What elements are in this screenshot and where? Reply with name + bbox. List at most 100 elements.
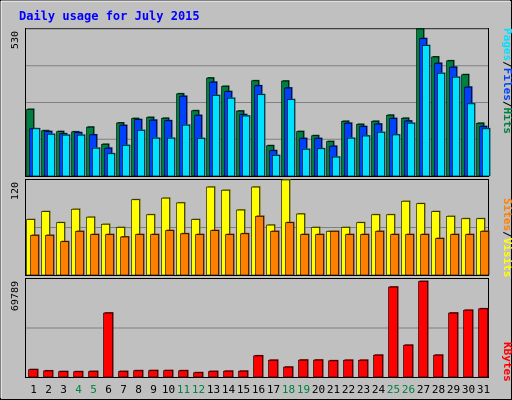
- bar-pages-day-9: [152, 137, 161, 177]
- bar-kbytes-day-21-face: [328, 360, 338, 378]
- bar-kbytes-day-16: [253, 354, 264, 378]
- bar-sites-day-20: [315, 233, 325, 276]
- bar-pages-day-5-face: [92, 147, 100, 177]
- bar-kbytes-day-8: [133, 369, 144, 378]
- bar-sites-day-24: [375, 230, 385, 276]
- bar-pages-day-24-face: [377, 132, 385, 177]
- bar-pages-day-12-face: [197, 138, 205, 177]
- bar-kbytes-day-12: [193, 371, 204, 378]
- bar-pages-day-5: [92, 147, 101, 177]
- bar-sites-day-22-face: [345, 234, 354, 276]
- bar-sites-day-7-face: [120, 236, 129, 276]
- bar-pages-day-3-face: [62, 134, 70, 177]
- bar-pages-day-4: [77, 134, 86, 177]
- bar-sites-day-20-face: [315, 234, 324, 276]
- bar-sites-day-14-face: [225, 234, 234, 276]
- bar-sites-day-15: [240, 232, 250, 276]
- bar-kbytes-day-3-face: [58, 371, 68, 378]
- x-tick-label-day-7: 7: [120, 383, 127, 396]
- legend-hits: Hits: [501, 108, 512, 135]
- bar-sites-day-6: [105, 233, 115, 276]
- legend-separator: /: [501, 61, 512, 68]
- bar-pages-day-23: [362, 135, 371, 177]
- bar-sites-day-28: [435, 237, 445, 276]
- bar-sites-day-18: [285, 221, 295, 276]
- bar-pages-day-25-face: [392, 134, 400, 177]
- legend-sites-visits: Sites/Visits: [501, 198, 512, 278]
- bar-sites-day-12: [195, 233, 205, 276]
- bar-kbytes-day-11: [178, 369, 189, 378]
- bar-sites-day-27-face: [420, 234, 429, 276]
- bar-sites-day-4-face: [75, 231, 84, 276]
- bar-pages-day-27-face: [422, 45, 430, 177]
- bar-pages-day-1-face: [32, 128, 40, 177]
- bar-kbytes-day-5: [88, 370, 99, 378]
- x-tick-label-day-24: 24: [372, 383, 386, 396]
- bar-kbytes-day-13: [208, 370, 219, 378]
- bar-kbytes-day-2: [43, 369, 54, 378]
- bar-sites-day-7: [120, 236, 130, 276]
- legend-kbytes: KBytes: [501, 342, 512, 382]
- bar-pages-day-31-face: [482, 128, 490, 177]
- x-tick-label-day-18: 18: [282, 383, 295, 396]
- bar-kbytes-day-26: [403, 344, 414, 378]
- bar-sites-day-21: [330, 230, 340, 276]
- bar-pages-day-7: [122, 144, 131, 177]
- x-tick-label-day-3: 3: [60, 383, 67, 396]
- x-axis-labels: 1 2 3 4 5 6 7 8 9 10 11 12 13 14 15 16 17 18 19 20 21 22 23 24 2…: [30, 383, 490, 396]
- bar-pages-day-2-face: [47, 134, 55, 177]
- bar-sites-day-3-face: [60, 241, 69, 276]
- bar-kbytes-day-25: [388, 286, 399, 378]
- bar-kbytes-day-7-face: [118, 371, 128, 378]
- bar-kbytes-day-4-face: [73, 371, 83, 378]
- bar-kbytes-day-30-face: [463, 309, 473, 378]
- bar-kbytes-day-7: [118, 370, 129, 378]
- bar-sites-day-5: [90, 233, 100, 276]
- bar-kbytes-day-28: [433, 354, 444, 378]
- bar-sites-day-30-face: [465, 234, 474, 276]
- bar-pages-day-30: [467, 102, 476, 177]
- bar-pages-day-6: [107, 152, 116, 177]
- x-tick-label-day-16: 16: [252, 383, 265, 396]
- bar-pages-day-2: [47, 133, 56, 177]
- bar-pages-day-19: [302, 148, 311, 177]
- bar-sites-day-25: [390, 233, 400, 276]
- bar-pages-day-28: [437, 72, 446, 177]
- bar-pages-day-27: [422, 44, 431, 177]
- bar-sites-day-9: [150, 233, 160, 276]
- x-tick-label-day-15: 15: [237, 383, 250, 396]
- legend-kbytes: KBytes: [501, 342, 512, 382]
- x-tick-label-day-29: 29: [447, 383, 460, 396]
- bar-kbytes-day-23: [358, 359, 369, 378]
- bar-sites-day-16-face: [255, 216, 264, 276]
- y-tick-label-visits: 120: [10, 182, 21, 200]
- bar-sites-day-24-face: [375, 231, 384, 276]
- bar-kbytes-day-18: [283, 366, 294, 378]
- legend-separator: /: [501, 101, 512, 108]
- y-tick-label-kbytes: 69789: [10, 281, 21, 311]
- bar-sites-day-17: [270, 230, 280, 276]
- x-tick-label-day-23: 23: [357, 383, 370, 396]
- bar-sites-day-2-face: [45, 235, 54, 276]
- bar-kbytes-day-31-face: [478, 308, 488, 378]
- bar-sites-day-29-face: [450, 234, 459, 276]
- bar-pages-day-19-face: [302, 149, 310, 177]
- bar-pages-day-8: [137, 129, 146, 177]
- bar-kbytes-day-19: [298, 359, 309, 378]
- bar-pages-day-18: [287, 98, 296, 177]
- bar-pages-day-30-face: [467, 103, 475, 177]
- bar-pages-day-16: [257, 93, 266, 177]
- bar-kbytes-day-23-face: [358, 359, 368, 378]
- x-tick-label-day-12: 12: [192, 383, 205, 396]
- bar-pages-day-24: [377, 131, 386, 177]
- bar-sites-day-21-face: [330, 231, 339, 276]
- bar-pages-day-1: [32, 127, 41, 177]
- bar-kbytes-day-10-face: [163, 370, 173, 378]
- x-tick-label-day-31: 31: [477, 383, 490, 396]
- bar-sites-day-8: [135, 233, 145, 276]
- legend-separator: /: [501, 231, 512, 238]
- bar-sites-day-3: [60, 240, 70, 276]
- bar-pages-day-14: [227, 97, 236, 177]
- hits-files-pages-panel: 530: [10, 28, 489, 177]
